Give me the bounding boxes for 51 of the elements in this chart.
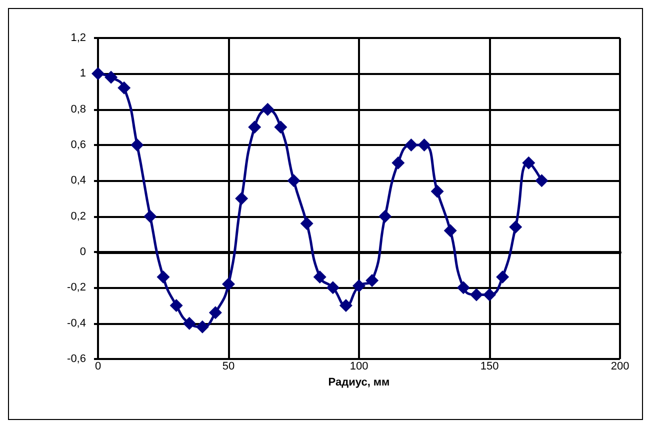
point: [235, 192, 248, 205]
point: [118, 81, 131, 94]
x-tick-label: 200: [610, 360, 630, 372]
point: [130, 138, 144, 152]
point: [509, 220, 522, 234]
point: [404, 138, 418, 152]
point: [170, 299, 183, 312]
point: [182, 316, 196, 330]
point: [522, 156, 536, 170]
point: [535, 174, 548, 188]
x-tick-label: 150: [480, 360, 499, 372]
x-tick-label: 50: [222, 360, 235, 372]
y-tick-label: 0,8: [70, 103, 86, 116]
y-tick-label: 0: [80, 246, 86, 258]
point: [456, 281, 470, 294]
y-tick-label: -0,2: [67, 282, 86, 294]
point: [248, 120, 262, 134]
point: [222, 278, 235, 291]
y-tick-label: 0,4: [70, 174, 86, 187]
point: [418, 138, 431, 152]
point: [274, 120, 288, 134]
point: [366, 274, 379, 288]
point: [339, 299, 352, 312]
point: [496, 270, 510, 284]
point: [144, 210, 157, 223]
x-tick-label: 100: [350, 360, 368, 372]
y-tick-label: 1: [80, 68, 86, 80]
y-tick-label: -0,6: [67, 353, 86, 365]
point: [208, 306, 222, 320]
point: [483, 288, 496, 302]
point: [352, 279, 366, 292]
point: [326, 281, 340, 294]
point: [156, 270, 170, 284]
point: [196, 320, 209, 334]
point: [287, 174, 300, 188]
point: [392, 156, 405, 170]
x-tick-label: 0: [94, 360, 102, 372]
point: [313, 270, 326, 284]
x-axis-title: Радиус, мм: [328, 376, 390, 388]
point: [430, 184, 444, 198]
y-tick-label: 0,2: [70, 210, 86, 222]
point: [92, 67, 104, 80]
y-tick-label: -0,4: [67, 317, 86, 330]
point: [104, 70, 118, 84]
point: [378, 210, 392, 223]
y-tick-label: 0,6: [70, 139, 86, 151]
y-tick-label: 1,2: [70, 32, 86, 44]
point: [300, 216, 314, 230]
point: [444, 224, 457, 238]
point: [470, 288, 483, 302]
point: [261, 102, 274, 116]
